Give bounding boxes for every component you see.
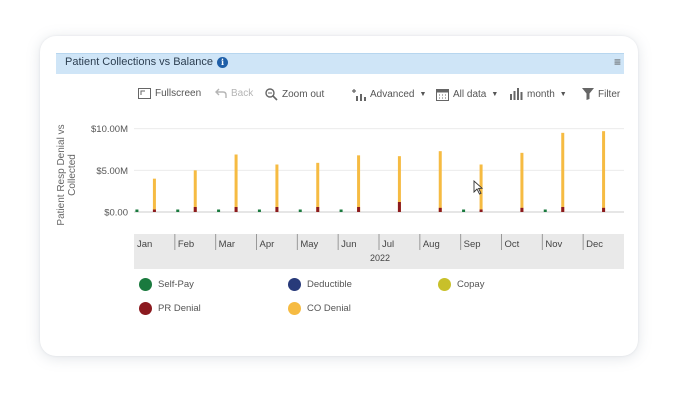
legend-item[interactable]: Copay	[438, 278, 484, 291]
period-label: month	[527, 88, 555, 100]
filter-label: Filter	[598, 88, 621, 100]
advanced-dropdown[interactable]: Advanced ▼	[352, 88, 426, 101]
y-tick-label: $10.00M	[91, 124, 128, 135]
y-tick-label: $5.00M	[96, 166, 128, 177]
chevron-down-icon: ▼	[491, 91, 499, 98]
x-tick-label: Nov	[545, 239, 562, 250]
bar-co-denial[interactable]	[357, 155, 361, 212]
legend-label: CO Denial	[307, 303, 351, 314]
x-tick-label: Sep	[464, 239, 481, 250]
y-tick-label: $0.00	[104, 208, 128, 219]
bar-pr-denial[interactable]	[602, 207, 606, 212]
advanced-label: Advanced	[370, 89, 415, 100]
legend-label: Deductible	[307, 279, 352, 290]
zoom-out-button[interactable]: Zoom out	[265, 88, 324, 101]
bar-chart-icon	[510, 88, 523, 100]
legend-label: Copay	[457, 279, 485, 290]
bar-pr-denial[interactable]	[234, 207, 238, 212]
bar-co-denial[interactable]	[152, 178, 156, 212]
bar-self-pay[interactable]	[135, 209, 139, 213]
calendar-icon	[436, 89, 449, 101]
bar-co-denial[interactable]	[561, 132, 565, 212]
bar-co-denial[interactable]	[193, 170, 197, 212]
x-tick-label: Jun	[341, 239, 356, 250]
zoom-out-icon	[265, 88, 278, 101]
bar-pr-denial[interactable]	[316, 207, 320, 212]
bar-co-denial[interactable]	[275, 164, 279, 213]
bar-self-pay[interactable]	[298, 209, 302, 213]
all-data-dropdown[interactable]: All data ▼	[436, 88, 498, 101]
legend-item[interactable]: CO Denial	[288, 302, 351, 315]
legend-label: Self-Pay	[158, 279, 194, 290]
bar-co-denial[interactable]	[520, 152, 524, 212]
bar-co-denial[interactable]	[316, 162, 320, 212]
x-tick-label: Jul	[382, 239, 394, 250]
mouse-cursor-icon	[473, 179, 484, 195]
period-dropdown[interactable]: month ▼	[510, 88, 567, 100]
bar-pr-denial[interactable]	[275, 207, 279, 212]
advanced-icon	[352, 89, 366, 101]
widget-title: Patient Collections vs Balance i	[65, 56, 228, 68]
x-tick-label: Jan	[137, 239, 152, 250]
all-data-label: All data	[453, 89, 487, 100]
legend-swatch	[139, 278, 152, 291]
bar-self-pay[interactable]	[176, 209, 180, 213]
fullscreen-button[interactable]: Fullscreen	[138, 88, 201, 99]
widget-card	[40, 36, 638, 356]
chevron-down-icon: ▼	[559, 90, 567, 98]
bar-co-denial[interactable]	[438, 151, 442, 212]
bar-pr-denial[interactable]	[479, 209, 483, 213]
legend-item[interactable]: Deductible	[288, 278, 352, 291]
legend-label: PR Denial	[158, 303, 201, 314]
chevron-down-icon: ▼	[419, 91, 427, 98]
bar-pr-denial[interactable]	[193, 207, 197, 212]
bar-co-denial[interactable]	[397, 156, 401, 212]
back-arrow-icon	[215, 88, 227, 98]
bar-co-denial[interactable]	[602, 131, 606, 212]
bar-pr-denial[interactable]	[357, 207, 361, 212]
bar-self-pay[interactable]	[257, 209, 261, 213]
bar-self-pay[interactable]	[217, 209, 221, 213]
filter-icon	[582, 88, 594, 100]
bar-pr-denial[interactable]	[520, 207, 524, 212]
bar-self-pay[interactable]	[339, 209, 343, 213]
x-tick-label: Aug	[423, 239, 440, 250]
info-icon[interactable]: i	[216, 57, 228, 68]
legend-item[interactable]: Self-Pay	[139, 278, 194, 291]
legend-swatch	[438, 278, 451, 291]
x-tick-label: May	[300, 239, 318, 250]
back-button[interactable]: Back	[215, 88, 253, 99]
x-tick-label: Mar	[219, 239, 235, 250]
widget-header: Patient Collections vs Balance i ≡	[56, 53, 624, 74]
bar-pr-denial[interactable]	[397, 202, 401, 212]
x-tick-label: Apr	[260, 239, 275, 250]
hamburger-icon[interactable]: ≡	[613, 55, 621, 69]
bar-self-pay[interactable]	[543, 209, 547, 213]
legend-item[interactable]: PR Denial	[139, 302, 201, 315]
bar-self-pay[interactable]	[462, 209, 466, 213]
zoom-out-label: Zoom out	[282, 89, 325, 100]
legend-swatch	[288, 278, 301, 291]
x-year-label: 2022	[370, 253, 390, 263]
bar-pr-denial[interactable]	[561, 207, 565, 212]
x-tick-label: Feb	[178, 239, 194, 250]
fullscreen-icon	[138, 88, 151, 99]
fullscreen-label: Fullscreen	[155, 88, 202, 99]
back-label: Back	[231, 88, 254, 99]
x-tick-label: Dec	[586, 239, 603, 250]
x-tick-label: Oct	[505, 239, 520, 250]
legend-swatch	[139, 302, 152, 315]
bar-pr-denial[interactable]	[438, 207, 442, 212]
bar-co-denial[interactable]	[234, 154, 238, 213]
legend-swatch	[288, 302, 301, 315]
filter-button[interactable]: Filter	[582, 88, 620, 100]
bar-pr-denial[interactable]	[152, 209, 156, 213]
